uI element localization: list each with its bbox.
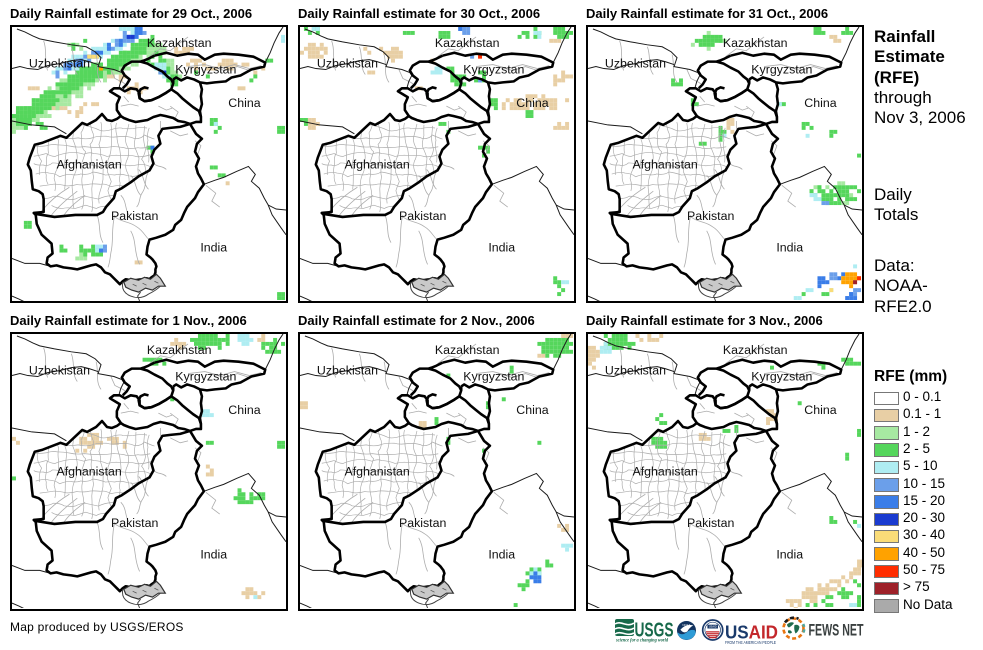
svg-text:USAID: USAID [709, 626, 717, 629]
svg-text:Kazakhstan: Kazakhstan [723, 36, 788, 50]
svg-text:FROM THE AMERICAN PEOPLE: FROM THE AMERICAN PEOPLE [725, 640, 776, 645]
svg-text:USGS: USGS [635, 620, 674, 642]
svg-text:Kyrgyzstan: Kyrgyzstan [751, 62, 812, 76]
svg-text:NOAA: NOAA [682, 623, 690, 627]
svg-text:science for a changing world: science for a changing world [615, 638, 668, 644]
svg-text:China: China [804, 403, 836, 417]
svg-text:Kazakhstan: Kazakhstan [723, 343, 788, 357]
svg-text:Uzbekistan: Uzbekistan [317, 57, 378, 71]
svg-text:Afghanistan: Afghanistan [633, 464, 698, 478]
svg-text:Uzbekistan: Uzbekistan [317, 364, 378, 378]
svg-text:Pakistan: Pakistan [399, 209, 447, 223]
svg-text:USAID: USAID [725, 622, 778, 643]
svg-text:Kazakhstan: Kazakhstan [147, 343, 212, 357]
svg-text:Pakistan: Pakistan [687, 209, 735, 223]
svg-text:Uzbekistan: Uzbekistan [605, 364, 666, 378]
svg-text:Pakistan: Pakistan [687, 516, 735, 530]
svg-text:India: India [776, 548, 803, 562]
svg-text:Afghanistan: Afghanistan [345, 464, 410, 478]
svg-text:Uzbekistan: Uzbekistan [605, 57, 666, 71]
svg-text:China: China [228, 403, 260, 417]
svg-text:China: China [516, 403, 548, 417]
svg-text:Kyrgyzstan: Kyrgyzstan [175, 62, 236, 76]
svg-text:Kazakhstan: Kazakhstan [147, 36, 212, 50]
svg-text:India: India [200, 241, 227, 255]
svg-text:India: India [200, 548, 227, 562]
svg-text:Kazakhstan: Kazakhstan [435, 36, 500, 50]
svg-text:Uzbekistan: Uzbekistan [29, 57, 90, 71]
svg-text:India: India [488, 241, 515, 255]
svg-text:Kyrgyzstan: Kyrgyzstan [463, 62, 524, 76]
svg-text:China: China [804, 96, 836, 110]
svg-text:Afghanistan: Afghanistan [633, 157, 698, 171]
svg-text:Afghanistan: Afghanistan [57, 157, 122, 171]
svg-text:China: China [516, 96, 548, 110]
svg-text:Afghanistan: Afghanistan [345, 157, 410, 171]
svg-text:Kazakhstan: Kazakhstan [435, 343, 500, 357]
svg-text:India: India [776, 241, 803, 255]
svg-text:Kyrgyzstan: Kyrgyzstan [463, 369, 524, 383]
svg-text:India: India [488, 548, 515, 562]
svg-text:FEWS NET: FEWS NET [809, 622, 864, 640]
svg-text:Pakistan: Pakistan [111, 209, 159, 223]
svg-text:Pakistan: Pakistan [111, 516, 159, 530]
svg-text:Afghanistan: Afghanistan [57, 464, 122, 478]
svg-text:China: China [228, 96, 260, 110]
svg-text:Kyrgyzstan: Kyrgyzstan [751, 369, 812, 383]
svg-text:Kyrgyzstan: Kyrgyzstan [175, 369, 236, 383]
svg-text:Uzbekistan: Uzbekistan [29, 364, 90, 378]
svg-text:Pakistan: Pakistan [399, 516, 447, 530]
